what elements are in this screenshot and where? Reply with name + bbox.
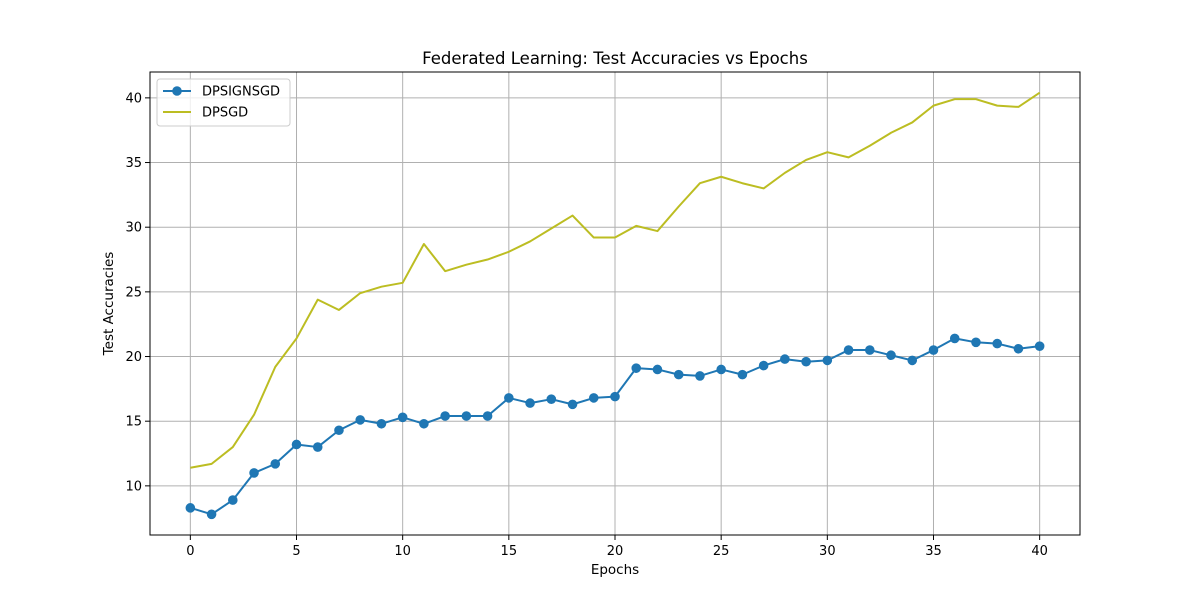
data-point-dpsignsgd: [652, 364, 663, 375]
x-tick-label: 10: [394, 544, 411, 559]
data-point-dpsignsgd: [185, 503, 196, 513]
x-tick-label: 40: [1031, 544, 1048, 559]
data-point-dpsignsgd: [631, 363, 642, 373]
data-point-dpsignsgd: [206, 509, 217, 520]
data-point-dpsignsgd: [1034, 341, 1045, 351]
data-point-dpsignsgd: [482, 411, 493, 421]
y-tick-label: 30: [125, 221, 142, 236]
data-point-dpsignsgd: [716, 364, 726, 375]
data-point-dpsignsgd: [822, 355, 833, 366]
data-point-dpsignsgd: [758, 360, 769, 371]
data-point-dpsignsgd: [397, 412, 408, 423]
data-point-dpsignsgd: [504, 393, 514, 403]
y-tick-label: 15: [125, 415, 142, 430]
data-point-dpsignsgd: [907, 355, 918, 366]
x-tick-label: 5: [292, 544, 300, 559]
y-axis-label: Test Accuracies: [101, 252, 117, 357]
legend: DPSIGNSGD DPSGD: [156, 78, 291, 127]
data-point-dpsignsgd: [546, 394, 557, 405]
data-point-dpsignsgd: [355, 415, 366, 425]
legend-label-dpsignsgd: DPSIGNSGD: [202, 85, 280, 100]
x-tick-label: 20: [607, 544, 624, 559]
y-tick-label: 25: [125, 285, 142, 300]
data-point-dpsignsgd: [588, 393, 599, 403]
data-point-dpsignsgd: [312, 442, 323, 452]
series-layer: [185, 91, 1045, 520]
axis-ticks: 0 5 10 15 20 25 30 35 40 10 15 20 25 30 35 40: [125, 91, 1047, 559]
data-point-dpsignsgd: [440, 411, 450, 421]
x-tick-label: 25: [713, 544, 730, 559]
data-point-dpsignsgd: [992, 338, 1002, 349]
data-point-dpsignsgd: [567, 399, 578, 410]
data-point-dpsignsgd: [801, 356, 811, 367]
data-point-dpsignsgd: [843, 345, 854, 355]
data-point-dpsignsgd: [461, 411, 472, 421]
x-tick-label: 30: [819, 544, 836, 559]
grid: [150, 72, 1080, 535]
data-point-dpsignsgd: [971, 337, 981, 348]
x-axis-label: Epochs: [591, 562, 639, 578]
data-point-dpsignsgd: [737, 369, 748, 380]
data-point-dpsignsgd: [886, 350, 896, 361]
data-point-dpsignsgd: [334, 425, 344, 436]
data-point-dpsignsgd: [780, 354, 790, 364]
data-point-dpsignsgd: [525, 398, 535, 408]
data-point-dpsignsgd: [949, 333, 960, 344]
data-point-dpsignsgd: [419, 418, 429, 429]
y-tick-label: 40: [125, 91, 142, 106]
data-point-dpsignsgd: [928, 345, 939, 355]
x-tick-label: 15: [501, 544, 518, 559]
data-point-dpsignsgd: [270, 459, 281, 469]
x-tick-label: 35: [925, 544, 942, 559]
data-point-dpsignsgd: [1013, 343, 1024, 354]
y-tick-label: 10: [125, 479, 142, 494]
data-point-dpsignsgd: [864, 345, 875, 355]
series-line-dpsgd: [190, 91, 1041, 469]
data-point-dpsignsgd: [695, 371, 705, 381]
legend-label-dpsgd: DPSGD: [202, 106, 248, 121]
data-point-dpsignsgd: [291, 439, 302, 450]
data-point-dpsignsgd: [228, 495, 238, 505]
data-point-dpsignsgd: [610, 391, 620, 402]
data-point-dpsignsgd: [673, 369, 684, 380]
data-point-dpsignsgd: [249, 468, 259, 478]
x-tick-label: 0: [186, 544, 194, 559]
data-point-dpsignsgd: [376, 418, 387, 429]
y-tick-label: 20: [125, 350, 142, 365]
y-tick-label: 35: [125, 156, 142, 171]
legend-marker-dpsignsgd: [172, 86, 182, 96]
chart-title: Federated Learning: Test Accuracies vs E…: [422, 49, 808, 68]
